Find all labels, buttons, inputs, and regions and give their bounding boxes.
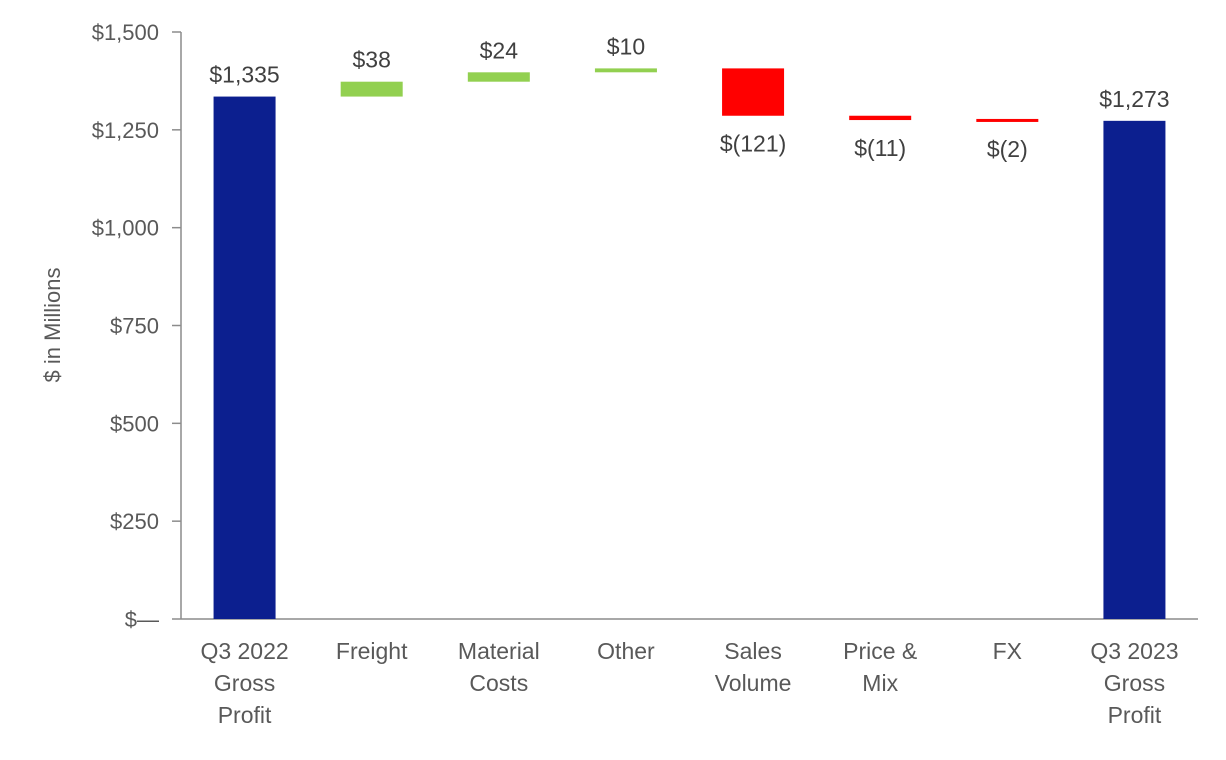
x-tick-label: FX [993,638,1022,664]
data-label: $(121) [720,131,786,157]
data-label: $24 [480,37,519,63]
x-tick-label: Freight [336,638,408,664]
x-tick-label-line: Q3 2022 [200,638,288,664]
x-tick-label-line: Volume [715,670,792,696]
increase-bar [467,72,530,82]
y-tick-label: $500 [110,411,159,436]
data-label: $(11) [854,135,906,161]
data-label: $10 [607,33,645,59]
decrease-bar [976,118,1039,122]
y-axis-title: $ in Millions [40,268,65,383]
x-tick-label-line: Sales [724,638,782,664]
x-tick-label-line: FX [993,638,1022,664]
x-tick-label-line: Other [597,638,655,664]
data-label: $1,335 [209,62,279,88]
y-axis: $— $250 $500 $750 $1,000 $1,250 $1,500 [92,20,182,632]
x-tick-label-line: Mix [862,670,898,696]
decrease-bar [849,115,912,121]
x-tick-label: Price & Mix [843,638,917,696]
x-tick-label-line: Material [458,638,540,664]
data-label: $(2) [987,136,1028,162]
y-tick-label: $750 [110,314,159,339]
increase-bar [594,68,657,73]
x-tick-label-line: Profit [218,702,272,728]
y-tick-label: $1,000 [92,216,159,241]
increase-bar [340,81,403,97]
x-tick-label: Other [597,638,655,664]
x-tick-label-line: Gross [214,670,275,696]
x-tick-label: Q3 2023 Gross Profit [1090,638,1178,728]
data-label: $38 [353,47,391,73]
y-tick-label: $1,250 [92,118,159,143]
x-tick-label-line: Freight [336,638,408,664]
x-tick-label-line: Q3 2023 [1090,638,1178,664]
y-tick-label: $— [125,607,159,632]
total-bar [1103,120,1166,619]
y-tick-label: $1,500 [92,20,159,45]
total-bar [213,96,276,619]
decrease-bar [722,68,785,116]
bars [213,68,1166,619]
x-tick-label: Q3 2022 Gross Profit [200,638,288,728]
x-tick-label-line: Costs [469,670,528,696]
x-tick-label-line: Profit [1108,702,1162,728]
data-labels: $1,335 $38 $24 $10 $(121) $(11) $(2) $1,273 [209,33,1169,161]
x-axis: Q3 2022 Gross Profit Freight Material Costs Ot… [181,618,1198,728]
x-tick-label-line: Price & [843,638,917,664]
x-tick-label-line: Gross [1104,670,1165,696]
x-tick-label: Sales Volume [715,638,792,696]
data-label: $1,273 [1099,86,1169,112]
y-tick-label: $250 [110,509,159,534]
x-tick-label: Material Costs [458,638,540,696]
